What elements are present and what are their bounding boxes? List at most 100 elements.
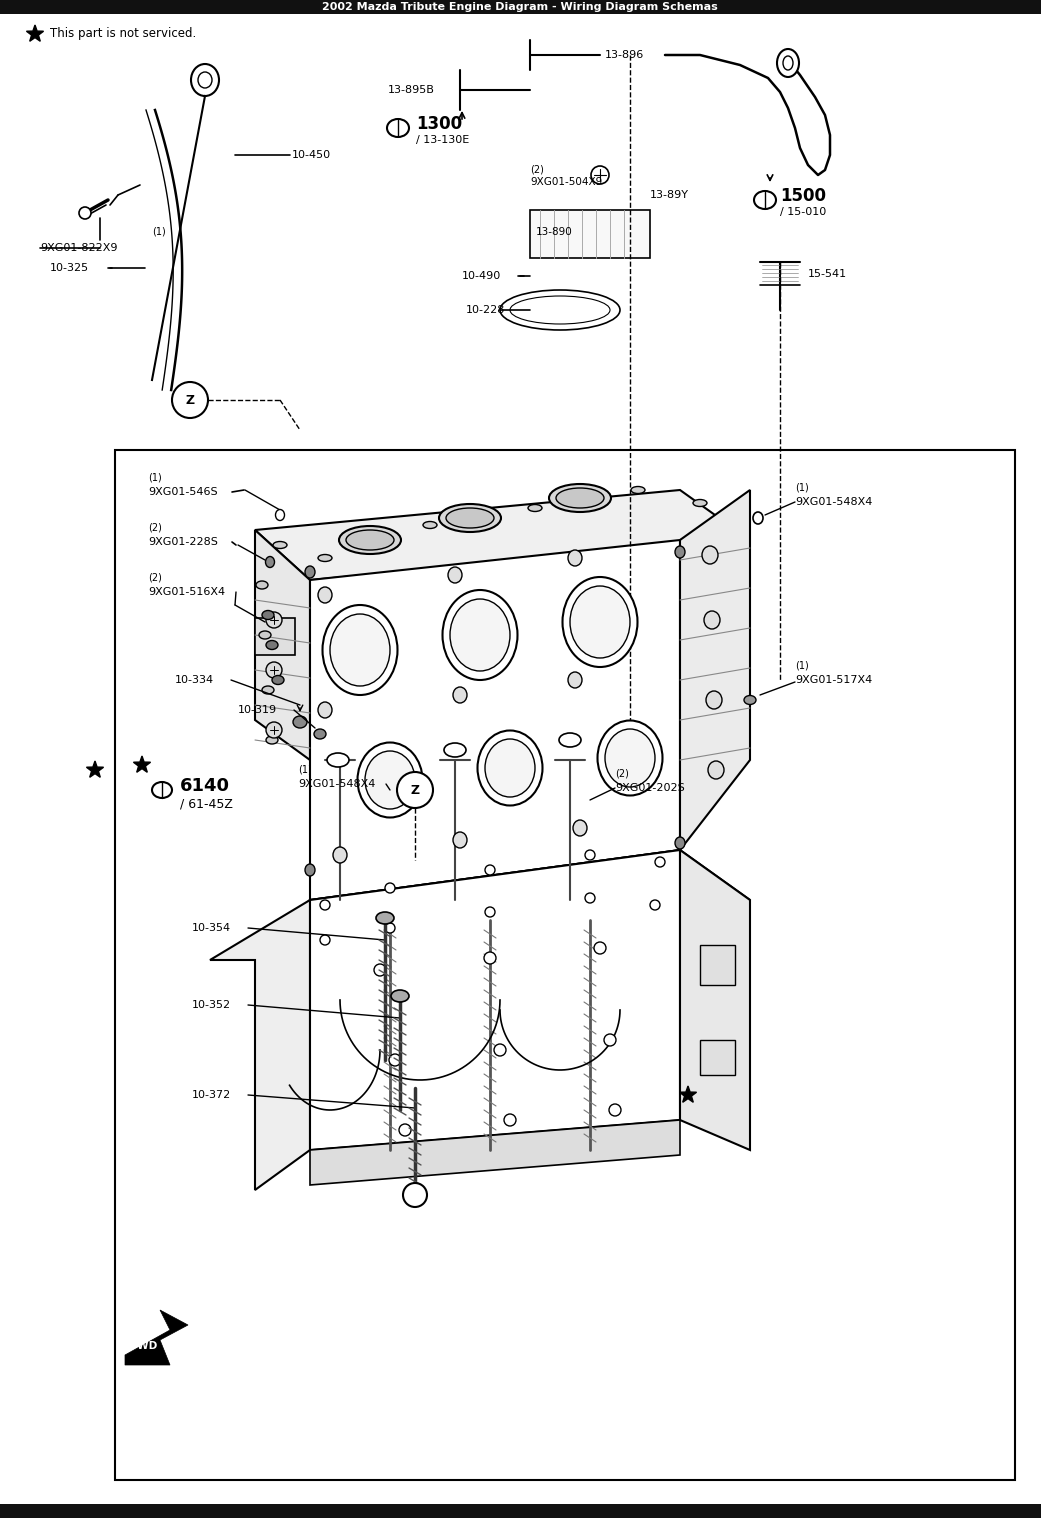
- Polygon shape: [125, 1310, 188, 1365]
- Text: (1): (1): [795, 483, 809, 493]
- Circle shape: [385, 923, 395, 934]
- Ellipse shape: [318, 554, 332, 562]
- Ellipse shape: [706, 691, 722, 709]
- Ellipse shape: [391, 990, 409, 1002]
- Circle shape: [172, 383, 208, 417]
- Ellipse shape: [573, 820, 587, 836]
- Text: 10-228: 10-228: [466, 305, 505, 316]
- Circle shape: [320, 900, 330, 909]
- Text: (2): (2): [148, 572, 161, 583]
- Circle shape: [320, 935, 330, 946]
- Circle shape: [485, 865, 496, 874]
- Ellipse shape: [276, 510, 284, 521]
- Ellipse shape: [528, 504, 542, 512]
- Ellipse shape: [442, 591, 517, 680]
- Text: 9XG01-504X9: 9XG01-504X9: [530, 178, 603, 187]
- Ellipse shape: [305, 566, 315, 578]
- Text: 10-450: 10-450: [291, 150, 331, 159]
- Text: (2): (2): [615, 770, 629, 779]
- Circle shape: [609, 1104, 621, 1116]
- Text: 1500: 1500: [780, 187, 826, 205]
- Ellipse shape: [293, 716, 307, 729]
- Circle shape: [604, 1034, 616, 1046]
- Polygon shape: [210, 900, 310, 1190]
- Circle shape: [591, 165, 609, 184]
- Polygon shape: [680, 1085, 696, 1102]
- Ellipse shape: [346, 530, 393, 550]
- Text: 9XG01-517X4: 9XG01-517X4: [795, 676, 872, 685]
- Ellipse shape: [777, 49, 799, 77]
- Text: 10-334: 10-334: [175, 676, 214, 685]
- Text: 13-890: 13-890: [536, 228, 573, 237]
- Polygon shape: [133, 756, 151, 773]
- Text: 10-490: 10-490: [462, 272, 502, 281]
- Ellipse shape: [259, 631, 271, 639]
- Text: / 61-45Z: / 61-45Z: [180, 797, 233, 811]
- Ellipse shape: [598, 721, 662, 795]
- Bar: [0, 0, 1041, 14]
- Text: 9XG01-548X4: 9XG01-548X4: [795, 496, 872, 507]
- Ellipse shape: [450, 600, 510, 671]
- Ellipse shape: [693, 499, 707, 507]
- Ellipse shape: [744, 695, 756, 704]
- Polygon shape: [680, 490, 750, 850]
- Polygon shape: [26, 24, 44, 41]
- Ellipse shape: [152, 782, 172, 798]
- Circle shape: [399, 1123, 411, 1135]
- Ellipse shape: [605, 729, 655, 786]
- Bar: [530, 209, 650, 258]
- Ellipse shape: [510, 296, 610, 323]
- Circle shape: [650, 900, 660, 909]
- Ellipse shape: [327, 753, 349, 767]
- Ellipse shape: [485, 739, 535, 797]
- Circle shape: [484, 952, 496, 964]
- Ellipse shape: [708, 761, 723, 779]
- Ellipse shape: [318, 587, 332, 603]
- Ellipse shape: [256, 581, 268, 589]
- Ellipse shape: [453, 832, 467, 849]
- Text: 9XG01-516X4: 9XG01-516X4: [148, 587, 225, 597]
- Text: 9XG01-202S: 9XG01-202S: [615, 783, 685, 792]
- Ellipse shape: [500, 290, 620, 329]
- Polygon shape: [255, 850, 750, 950]
- Circle shape: [594, 943, 606, 953]
- Ellipse shape: [754, 191, 776, 209]
- Ellipse shape: [478, 730, 542, 806]
- Polygon shape: [680, 850, 750, 1151]
- Ellipse shape: [266, 736, 278, 744]
- Text: 10-325: 10-325: [50, 263, 90, 273]
- Ellipse shape: [198, 71, 212, 88]
- Polygon shape: [310, 1120, 680, 1186]
- Text: 9XG01-548X4: 9XG01-548X4: [298, 779, 376, 789]
- Ellipse shape: [262, 610, 274, 619]
- Ellipse shape: [453, 688, 467, 703]
- Circle shape: [504, 1114, 516, 1126]
- Circle shape: [585, 893, 595, 903]
- Text: 1300: 1300: [416, 115, 462, 134]
- Text: 9XG01-546S: 9XG01-546S: [148, 487, 218, 496]
- Text: / 13-130E: / 13-130E: [416, 135, 469, 146]
- Ellipse shape: [272, 676, 284, 685]
- Ellipse shape: [423, 522, 437, 528]
- Text: 10-319: 10-319: [238, 704, 277, 715]
- Ellipse shape: [702, 546, 718, 565]
- Polygon shape: [255, 618, 295, 654]
- Bar: [0, 1504, 1041, 1518]
- Text: 13-896: 13-896: [605, 50, 644, 61]
- Ellipse shape: [568, 550, 582, 566]
- Circle shape: [266, 723, 282, 738]
- Circle shape: [389, 1053, 401, 1066]
- Ellipse shape: [556, 487, 604, 509]
- Circle shape: [374, 964, 386, 976]
- Circle shape: [385, 883, 395, 893]
- Ellipse shape: [266, 641, 278, 650]
- Text: Z: Z: [410, 783, 420, 797]
- Circle shape: [397, 773, 433, 808]
- Text: 9XG01-228S: 9XG01-228S: [148, 537, 218, 546]
- Text: (1): (1): [795, 660, 809, 671]
- Text: 2002 Mazda Tribute Engine Diagram - Wiring Diagram Schemas: 2002 Mazda Tribute Engine Diagram - Wiri…: [322, 2, 718, 12]
- Text: 6140: 6140: [180, 777, 230, 795]
- Circle shape: [403, 1183, 427, 1207]
- Ellipse shape: [314, 729, 326, 739]
- Polygon shape: [255, 490, 750, 580]
